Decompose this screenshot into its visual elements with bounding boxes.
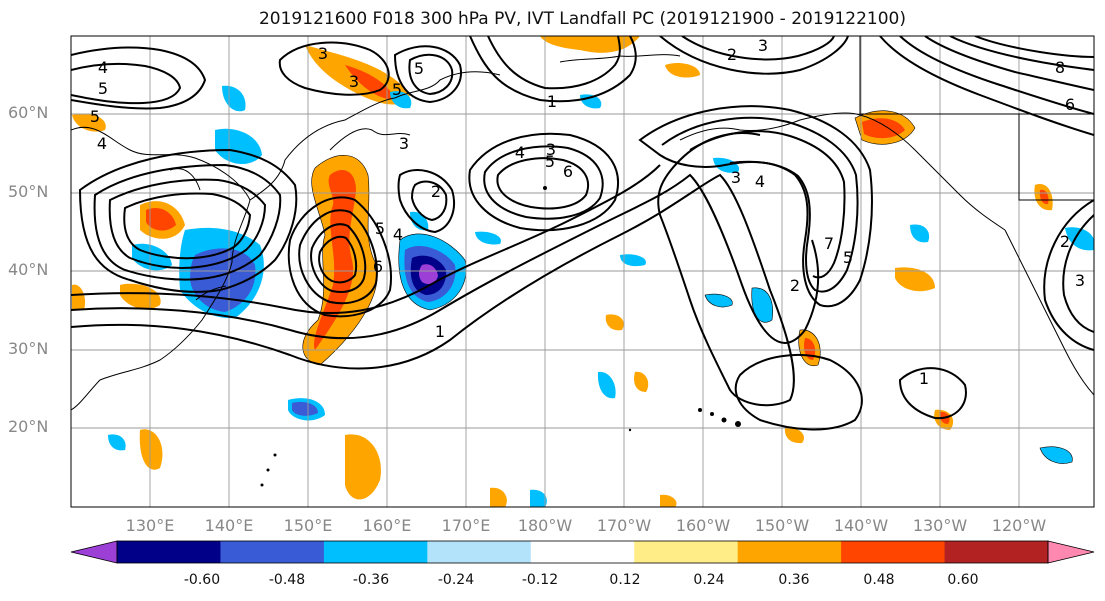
colorbar-tick-label: 0.12 — [609, 572, 641, 588]
lon-label: 170°W — [596, 516, 652, 535]
contour-label: 6 — [563, 162, 573, 181]
gridlines — [71, 36, 1094, 507]
lat-label: 60°N — [8, 103, 49, 122]
contour-label: 3 — [318, 44, 328, 63]
colorbar-tick-label: 0.36 — [778, 572, 810, 588]
contour-label: 2 — [431, 182, 441, 201]
map-title: 2019121600 F018 300 hPa PV, IVT Landfall… — [258, 9, 906, 29]
contour-label: 1 — [547, 92, 557, 111]
colorbar-tick-label: 0.48 — [863, 572, 895, 588]
lat-label: 40°N — [8, 260, 49, 279]
colorbar-bin — [944, 541, 1049, 563]
contour-label: 6 — [373, 257, 383, 276]
lat-label: 50°N — [8, 182, 49, 201]
map-area: 4 5 5 4 3 3 5 5 3 2 3 1 4 3 5 6 2 5 4 6 … — [71, 36, 1094, 507]
contour-label: 6 — [1065, 95, 1075, 114]
lon-label: 150°W — [754, 516, 810, 535]
contour-label: 3 — [731, 168, 741, 187]
contour-label: 5 — [98, 79, 108, 98]
colorbar-tick-label: -0.60 — [183, 572, 221, 588]
contour-label: 5 — [545, 152, 555, 171]
colorbar-bins — [117, 541, 1049, 563]
colorbar-bin — [737, 541, 842, 563]
lon-label: 150°E — [283, 516, 333, 535]
colorbar-extend-max — [1047, 540, 1095, 564]
colorbar-tick-label: 0.60 — [947, 572, 979, 588]
colorbar-bin — [323, 541, 428, 563]
contour-label: 3 — [546, 140, 556, 159]
contour-label: 3 — [1075, 271, 1085, 290]
colorbar-tick-label: 0.24 — [693, 572, 725, 588]
colorbar-bin — [634, 541, 739, 563]
contour-label: 5 — [414, 59, 424, 78]
lon-label: 130°E — [125, 516, 175, 535]
map-frame — [70, 35, 1095, 508]
colorbar-tick-label: -0.48 — [268, 572, 306, 588]
colorbar — [70, 540, 1095, 564]
colorbar-bin — [220, 541, 325, 563]
contour-label: 4 — [755, 172, 765, 191]
contour-label: 2 — [1060, 232, 1070, 251]
colorbar-bin — [117, 541, 221, 563]
contour-label: 8 — [1055, 58, 1065, 77]
contour-label: 4 — [515, 143, 525, 162]
lon-label: 130°W — [912, 516, 968, 535]
lon-label: 140°E — [204, 516, 254, 535]
contour-label: 5 — [375, 219, 385, 238]
contour-label: 5 — [90, 107, 100, 126]
contour-labels: 4 5 5 4 3 3 5 5 3 2 3 1 4 3 5 6 2 5 4 6 … — [90, 36, 1085, 388]
ivt-contours — [71, 36, 1094, 431]
contour-label: 4 — [393, 225, 403, 244]
lon-label: 120°W — [991, 516, 1047, 535]
contour-label: 7 — [824, 234, 834, 253]
contour-label: 5 — [392, 80, 402, 99]
contour-label: 2 — [727, 45, 737, 64]
colorbar-bin — [427, 541, 532, 563]
contour-label: 3 — [399, 134, 409, 153]
contour-label: 1 — [435, 322, 445, 341]
lon-label: 180°W — [517, 516, 573, 535]
lat-label: 20°N — [8, 417, 49, 436]
colorbar-extend-min — [70, 540, 118, 564]
colorbar-tick-label: -0.24 — [437, 572, 475, 588]
shading-positive — [72, 36, 1053, 507]
contour-label: 3 — [758, 36, 768, 55]
contour-label: 4 — [97, 134, 107, 153]
lon-label: 160°W — [675, 516, 731, 535]
islands — [260, 186, 741, 487]
contour-label: 1 — [919, 369, 929, 388]
contour-label: 5 — [843, 248, 853, 267]
colorbar-tick-label: -0.12 — [521, 572, 559, 588]
lon-label: 170°E — [441, 516, 491, 535]
colorbar-tick-label: -0.36 — [352, 572, 390, 588]
colorbar-bin — [530, 541, 635, 563]
lon-label: 160°E — [362, 516, 412, 535]
contour-label: 4 — [98, 58, 108, 77]
colorbar-frame — [116, 540, 1049, 564]
contour-label: 3 — [349, 72, 359, 91]
lat-label: 30°N — [8, 339, 49, 358]
contour-label: 2 — [790, 276, 800, 295]
colorbar-bin — [841, 541, 946, 563]
lon-label: 140°W — [833, 516, 889, 535]
